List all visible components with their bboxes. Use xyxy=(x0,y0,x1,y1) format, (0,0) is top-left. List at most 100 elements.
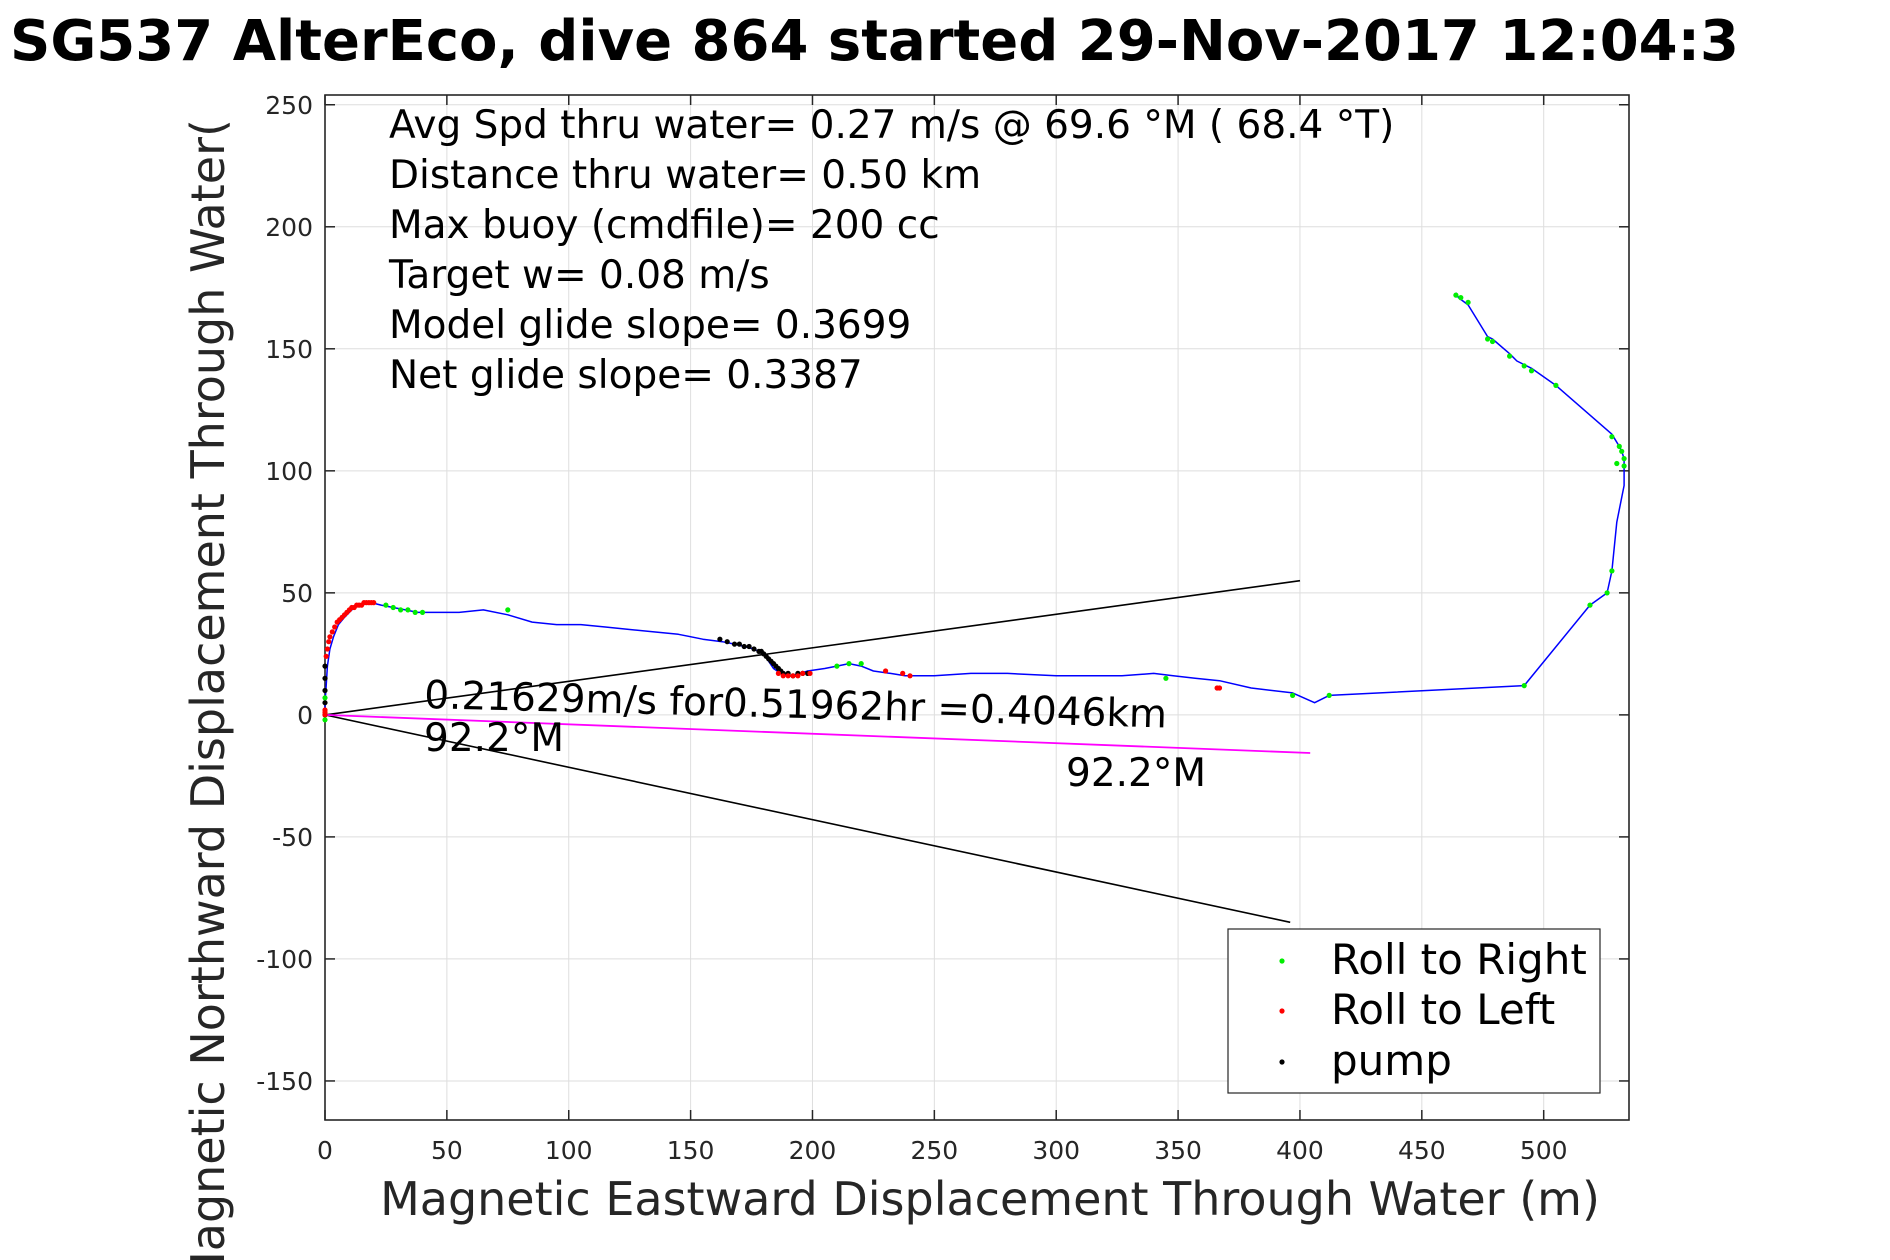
x-tick-label: 150 xyxy=(667,1136,715,1165)
roll-right-point xyxy=(1616,443,1622,449)
pump-point xyxy=(736,641,743,647)
dive-info-line: Distance thru water= 0.50 km xyxy=(389,153,981,198)
roll-left-point xyxy=(900,670,906,677)
pump-point xyxy=(322,687,328,694)
x-tick-label: 250 xyxy=(910,1136,958,1165)
pump-point xyxy=(322,700,328,706)
legend-marker-roll-left xyxy=(1279,1008,1285,1014)
legend-label-roll-left: Roll to Left xyxy=(1331,985,1555,1034)
pump-point xyxy=(751,646,757,652)
plot-series xyxy=(322,292,1627,924)
x-tick-label: 0 xyxy=(317,1136,333,1165)
x-tick-label: 350 xyxy=(1154,1136,1202,1165)
y-tick-label: -100 xyxy=(256,945,313,974)
roll-right-point xyxy=(834,663,840,669)
legend-marker-pump xyxy=(1279,1059,1285,1065)
x-tick-label: 300 xyxy=(1032,1136,1080,1165)
roll-left-point xyxy=(324,646,330,652)
legend-label-pump: pump xyxy=(1331,1036,1452,1085)
roll-right-point xyxy=(1619,448,1625,454)
roll-left-point xyxy=(322,707,328,713)
pump-point xyxy=(731,641,738,647)
roll-right-point xyxy=(322,695,328,701)
roll-left-point xyxy=(332,624,338,630)
roll-right-point xyxy=(1465,299,1471,305)
roll-right-point xyxy=(505,607,511,613)
pump-point xyxy=(322,663,328,669)
roll-right-point xyxy=(1609,434,1615,440)
roll-right-point xyxy=(322,717,328,723)
roll-right-point xyxy=(1609,568,1615,574)
legend-box xyxy=(1227,928,1601,1094)
dive-info-line: Max buoy (cmdfile)= 200 cc xyxy=(389,203,940,248)
roll-right-point xyxy=(846,661,852,667)
x-tick-label: 450 xyxy=(1398,1136,1446,1165)
roll-right-point xyxy=(390,604,396,611)
roll-right-point xyxy=(1453,292,1459,298)
pump-point xyxy=(717,636,723,642)
pump-point xyxy=(741,643,747,650)
roll-right-point xyxy=(1528,368,1535,374)
roll-right-point xyxy=(405,607,411,613)
roll-left-point xyxy=(326,639,332,645)
pump-point xyxy=(724,639,730,645)
roll-right-point xyxy=(1553,382,1559,388)
y-tick-label: 100 xyxy=(265,457,313,486)
legend-label-roll-right: Roll to Right xyxy=(1331,935,1587,984)
plot-area-frame xyxy=(324,94,1630,1121)
roll-left-point xyxy=(775,670,782,677)
roll-right-point xyxy=(1485,336,1491,342)
current-heading-start-label: 92.2°M xyxy=(424,716,564,761)
y-tick-label: -50 xyxy=(272,823,313,852)
roll-right-point xyxy=(1326,692,1332,699)
y-tick-label: 150 xyxy=(265,335,313,364)
roll-right-point xyxy=(1614,460,1620,467)
roll-left-point xyxy=(1216,685,1223,691)
roll-left-point xyxy=(327,634,333,640)
roll-left-point xyxy=(780,673,786,679)
roll-right-point xyxy=(1604,590,1610,596)
roll-left-point xyxy=(795,673,801,679)
y-tick-label: 200 xyxy=(265,213,313,242)
roll-left-point xyxy=(371,600,377,606)
x-tick-label: 100 xyxy=(545,1136,593,1165)
roll-right-point xyxy=(412,609,418,616)
roll-right-point xyxy=(1621,456,1627,462)
depth-averaged-current-line xyxy=(324,714,1311,754)
roll-left-point xyxy=(807,670,813,677)
roll-right-point xyxy=(1458,295,1464,301)
dive-info-line: Net glide slope= 0.3387 xyxy=(389,353,863,398)
roll-right-point xyxy=(1507,353,1513,359)
roll-left-point xyxy=(785,673,791,679)
roll-left-point xyxy=(907,673,913,679)
current-heading-end-label: 92.2°M xyxy=(1066,751,1206,796)
roll-right-point xyxy=(1587,602,1593,608)
x-tick-label: 500 xyxy=(1520,1136,1568,1165)
y-tick-label: 50 xyxy=(281,579,313,608)
dive-info-line: Target w= 0.08 m/s xyxy=(388,253,770,298)
roll-right-point xyxy=(398,607,404,613)
legend-marker-roll-right xyxy=(1279,958,1285,964)
chart-title: SG537 AlterEco, dive 864 started 29-Nov-… xyxy=(10,9,1739,74)
x-tick-label: 50 xyxy=(431,1136,463,1165)
roll-left-point xyxy=(790,673,796,679)
x-tick-label: 200 xyxy=(789,1136,837,1165)
pump-point xyxy=(746,643,752,650)
roll-left-point xyxy=(883,668,889,674)
roll-left-point xyxy=(323,653,329,659)
x-tick-label: 400 xyxy=(1276,1136,1324,1165)
roll-right-point xyxy=(1163,675,1169,681)
roll-right-point xyxy=(383,602,389,608)
roll-right-point xyxy=(858,661,864,667)
roll-right-point xyxy=(1521,683,1527,689)
roll-right-point xyxy=(1521,363,1527,369)
y-axis-label: Magnetic Northward Displacement Through … xyxy=(181,119,235,1260)
x-axis-label: Magnetic Eastward Displacement Through W… xyxy=(380,1172,1600,1226)
y-tick-label: 250 xyxy=(265,91,313,120)
roll-right-point xyxy=(1489,338,1496,345)
roll-left-point xyxy=(329,629,335,635)
pump-point xyxy=(322,675,328,681)
dive-info-line: Avg Spd thru water= 0.27 m/s @ 69.6 °M (… xyxy=(389,103,1394,148)
dive-info-line: Model glide slope= 0.3699 xyxy=(389,303,911,348)
